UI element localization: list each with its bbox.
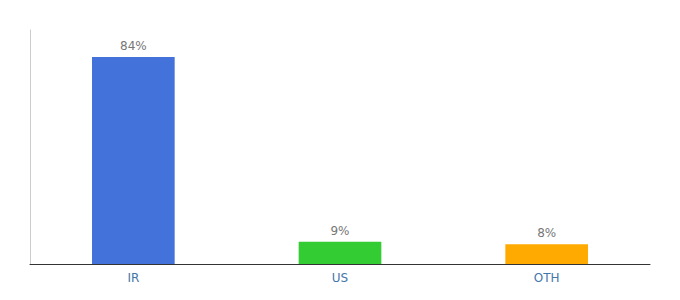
svg-text:9%: 9% — [330, 224, 349, 238]
svg-text:US: US — [332, 271, 348, 285]
svg-text:8%: 8% — [537, 226, 556, 240]
svg-text:84%: 84% — [120, 39, 147, 53]
svg-text:IR: IR — [127, 271, 139, 285]
svg-text:OTH: OTH — [534, 271, 560, 285]
